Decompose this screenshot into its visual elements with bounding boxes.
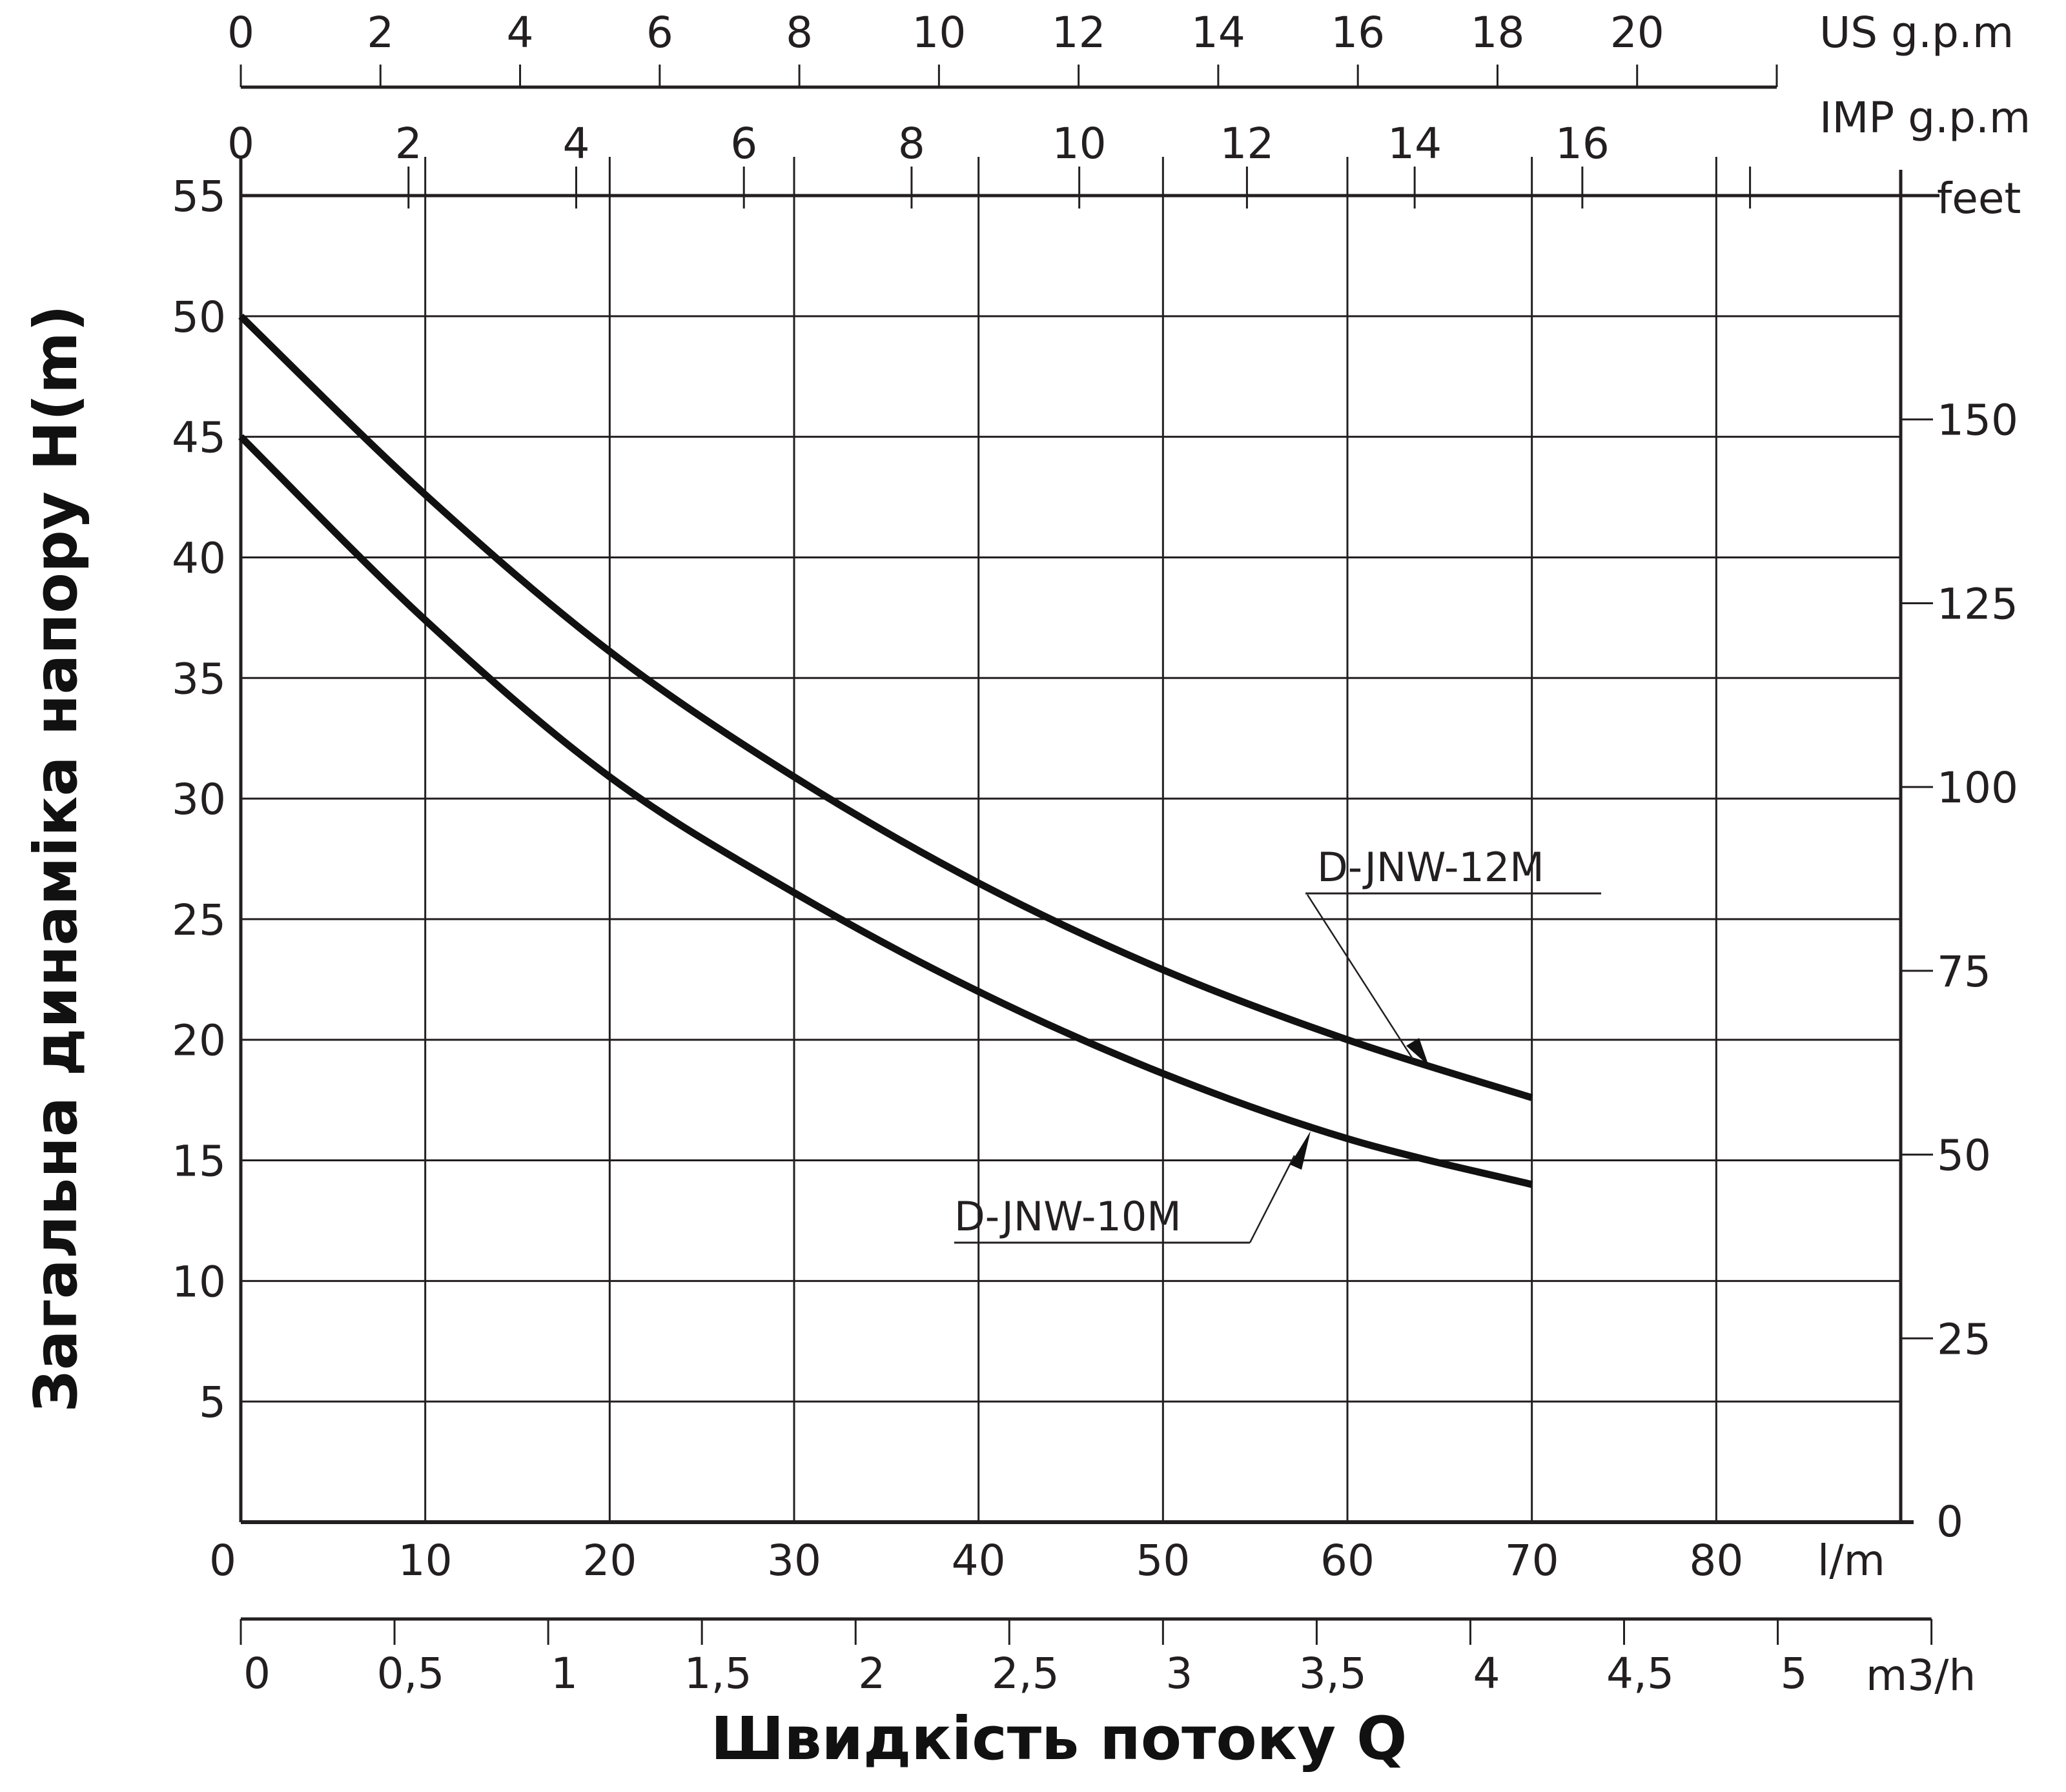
curve-d-jnw-12m — [238, 313, 1533, 1101]
x-tick-label-m3h: 4 — [1473, 1649, 1500, 1698]
performance-curves — [238, 313, 1533, 1188]
unit-imp-gpm: IMP g.p.m — [1819, 93, 2030, 143]
imp-gpm-tick-label: 0 — [227, 119, 254, 168]
y-tick-label: 10 — [172, 1257, 226, 1307]
unit-us-gpm: US g.p.m — [1819, 8, 2014, 57]
x-tick-label-m3h: 3 — [1165, 1649, 1192, 1698]
us-gpm-tick-label: 14 — [1191, 8, 1245, 57]
x-tick-label-lm: 70 — [1505, 1536, 1559, 1585]
x-tick-label-m3h: 2 — [858, 1649, 885, 1698]
x-tick-label-m3h: 4,5 — [1606, 1649, 1674, 1698]
us-gpm-tick-label: 20 — [1610, 8, 1664, 57]
imp-gpm-tick-label: 2 — [395, 119, 422, 168]
x-tick-label-lm: 80 — [1689, 1536, 1743, 1585]
x-tick-label-lm: 0 — [209, 1536, 236, 1585]
series-label-12m: D-JNW-12M — [1305, 844, 1601, 1066]
series-label-d-jnw-10m: D-JNW-10M — [954, 1193, 1181, 1240]
x-axis-title: Швидкість потоку Q — [711, 1704, 1407, 1773]
x-tick-label-lm: 50 — [1136, 1536, 1190, 1585]
us-gpm-tick-label: 2 — [367, 8, 394, 57]
feet-tick-label: 125 — [1937, 579, 2018, 629]
us-gpm-tick-label: 16 — [1331, 8, 1385, 57]
feet-tick-label: 25 — [1937, 1314, 1991, 1364]
x-tick-label-m3h: 0,5 — [377, 1649, 445, 1698]
curve-d-jnw-10m — [238, 434, 1533, 1188]
x-tick-label-lm: 40 — [952, 1536, 1006, 1585]
feet-tick-label: 50 — [1937, 1131, 1991, 1181]
unit-m3h: m3/h — [1866, 1651, 1976, 1700]
axes — [239, 65, 1939, 1645]
x-tick-label-m3h: 3,5 — [1299, 1649, 1367, 1698]
y-tick-label: 35 — [172, 654, 226, 704]
y-tick-label: 45 — [172, 413, 226, 463]
feet-tick-label: 75 — [1937, 947, 1991, 997]
us-gpm-tick-label: 4 — [507, 8, 534, 57]
imp-gpm-tick-label: 16 — [1555, 119, 1610, 168]
imp-gpm-tick-label: 6 — [730, 119, 757, 168]
y-axis-title: Загальна динаміка напору H(m) — [21, 305, 90, 1412]
y-tick-label: 25 — [172, 895, 226, 945]
unit-feet: feet — [1937, 174, 2021, 223]
y-tick-label: 30 — [172, 775, 226, 824]
x-tick-label-lm: 20 — [582, 1536, 637, 1585]
x-tick-label-m3h: 2,5 — [992, 1649, 1059, 1698]
us-gpm-tick-label: 8 — [786, 8, 813, 57]
y-tick-label: 55 — [172, 172, 226, 221]
y-tick-label: 40 — [172, 533, 226, 583]
us-gpm-tick-label: 18 — [1470, 8, 1524, 57]
x-tick-label-m3h: 5 — [1781, 1649, 1808, 1698]
x-tick-label-m3h: 1 — [551, 1649, 578, 1698]
x-tick-label-lm: 10 — [398, 1536, 453, 1585]
imp-gpm-tick-label: 4 — [562, 119, 589, 168]
x-tick-label-lm: 30 — [767, 1536, 821, 1585]
us-gpm-tick-label: 10 — [912, 8, 966, 57]
arrow-icon — [1406, 1038, 1429, 1066]
y-tick-label: 20 — [172, 1016, 226, 1066]
us-gpm-tick-label: 0 — [227, 8, 254, 57]
feet-tick-label: 0 — [1936, 1497, 1963, 1547]
x-tick-label-m3h: 0 — [243, 1649, 271, 1698]
imp-gpm-tick-label: 10 — [1052, 119, 1107, 168]
grid-lines — [241, 157, 1901, 1522]
series-label-d-jnw-12m: D-JNW-12M — [1317, 844, 1544, 891]
x-tick-label-m3h: 1,5 — [684, 1649, 752, 1698]
y-tick-label: 15 — [172, 1137, 226, 1186]
imp-gpm-tick-label: 14 — [1387, 119, 1442, 168]
us-gpm-tick-label: 6 — [646, 8, 673, 57]
feet-tick-label: 100 — [1937, 763, 2018, 813]
unit-lm: l/m — [1817, 1536, 1885, 1585]
y-tick-label: 50 — [172, 292, 226, 342]
series-label-10m: D-JNW-10M — [954, 1131, 1311, 1244]
x-tick-label-lm: 60 — [1320, 1536, 1375, 1585]
feet-tick-label: 150 — [1937, 396, 2018, 445]
us-gpm-tick-label: 12 — [1052, 8, 1106, 57]
imp-gpm-tick-label: 8 — [898, 119, 925, 168]
imp-gpm-tick-label: 12 — [1220, 119, 1274, 168]
y-tick-label: 5 — [199, 1378, 226, 1427]
arrow-icon — [1290, 1131, 1311, 1170]
